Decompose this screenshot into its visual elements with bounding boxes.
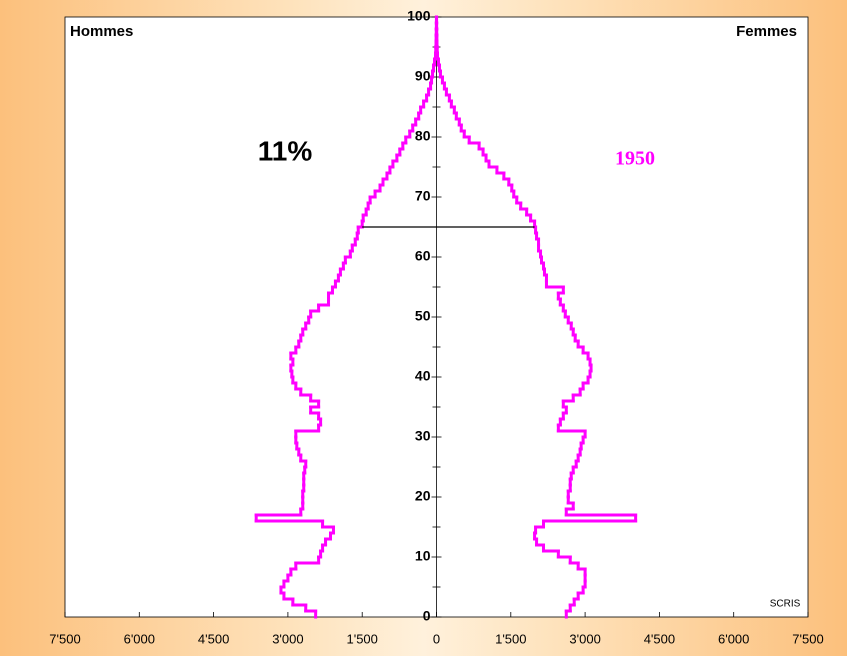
y-tick-label: 50 xyxy=(415,308,431,324)
x-tick-label: 7'500 xyxy=(792,631,823,646)
left-label: Hommes xyxy=(70,23,133,40)
y-tick-label: 10 xyxy=(415,548,431,564)
x-tick-label: 3'000 xyxy=(569,631,600,646)
y-tick-label: 70 xyxy=(415,188,431,204)
x-tick-label: 1'500 xyxy=(495,631,526,646)
y-tick-label: 60 xyxy=(415,248,431,264)
x-tick-label: 6'000 xyxy=(124,631,155,646)
x-tick-label: 0 xyxy=(433,631,440,646)
x-tick-label: 7'500 xyxy=(49,631,80,646)
x-tick-label: 6'000 xyxy=(718,631,749,646)
y-tick-label: 30 xyxy=(415,428,431,444)
y-tick-label: 80 xyxy=(415,128,431,144)
chart-title: 1950 xyxy=(615,148,655,170)
y-tick-label: 20 xyxy=(415,488,431,504)
y-tick-label: 100 xyxy=(407,8,431,24)
x-tick-label: 4'500 xyxy=(198,631,229,646)
y-tick-label: 0 xyxy=(423,608,431,624)
y-tick-label: 90 xyxy=(415,68,431,84)
x-tick-label: 1'500 xyxy=(346,631,377,646)
annotation: 11% xyxy=(258,135,313,166)
right-label: Femmes xyxy=(736,23,797,40)
x-tick-label: 3'000 xyxy=(272,631,303,646)
source: SCRIS xyxy=(770,599,801,610)
y-tick-label: 40 xyxy=(415,368,431,384)
x-tick-label: 4'500 xyxy=(644,631,675,646)
